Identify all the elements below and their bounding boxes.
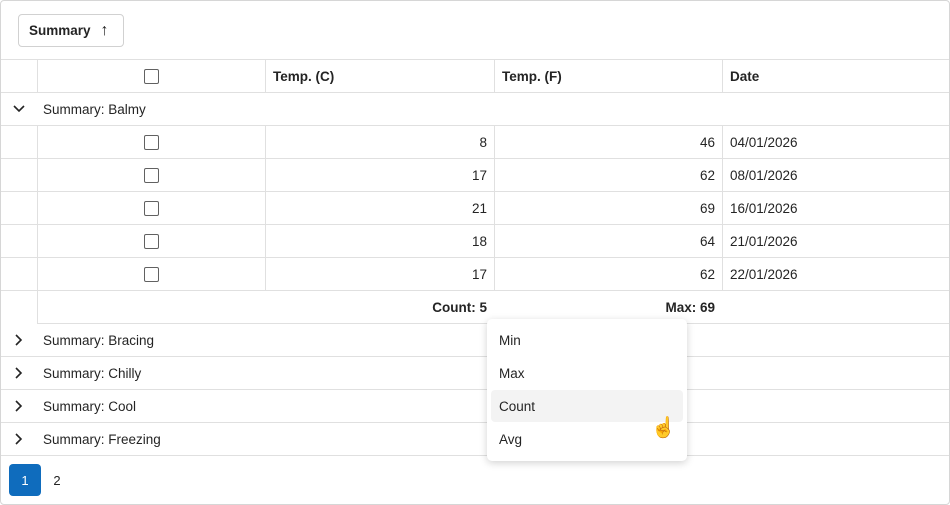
cell-temp-c: 17 [265,258,494,290]
menu-item-avg[interactable]: Avg [499,431,523,447]
chevron-down-icon[interactable] [1,104,37,114]
row-checkbox[interactable] [144,200,159,216]
table-row[interactable]: 17 62 08/01/2026 [1,159,949,192]
header-date[interactable]: Date [722,60,949,92]
select-all-checkbox[interactable] [144,68,159,84]
cell-date: 21/01/2026 [722,225,949,257]
table-row[interactable]: 8 46 04/01/2026 [1,126,949,159]
row-checkbox[interactable] [144,134,159,150]
header-row: Temp. (C) Temp. (F) Date [1,60,949,93]
cell-temp-f: 62 [494,258,722,290]
header-temp-f[interactable]: Temp. (F) [494,60,722,92]
chevron-right-icon[interactable] [1,432,37,446]
table-row[interactable]: 17 62 22/01/2026 [1,258,949,291]
pager: 1 2 [9,464,73,496]
group-chip-label: Summary [29,23,91,38]
page-1-button[interactable]: 1 [9,464,41,496]
group-row[interactable]: Summary: Chilly [1,357,949,390]
group-row[interactable]: Summary: Balmy [1,93,949,126]
menu-item-max[interactable]: Max [499,365,525,381]
group-row[interactable]: Summary: Freezing [1,423,949,456]
chevron-right-icon[interactable] [1,399,37,413]
group-label: Summary: Bracing [43,332,155,348]
row-checkbox[interactable] [144,266,159,282]
group-label: Summary: Cool [43,398,137,414]
cell-date: 22/01/2026 [722,258,949,290]
table-row[interactable]: 21 69 16/01/2026 [1,192,949,225]
cell-temp-f: 64 [494,225,722,257]
menu-item-min[interactable]: Min [499,332,521,348]
cell-temp-f: 69 [494,192,722,224]
group-label: Summary: Chilly [43,365,142,381]
row-checkbox[interactable] [144,167,159,183]
group-row[interactable]: Summary: Cool [1,390,949,423]
chevron-right-icon[interactable] [1,333,37,347]
group-label: Summary: Balmy [43,101,146,117]
group-row[interactable]: Summary: Bracing [1,324,949,357]
cell-temp-c: 21 [265,192,494,224]
cell-date: 08/01/2026 [722,159,949,191]
aggregate-menu: Min Max Count Avg [487,319,687,461]
row-checkbox[interactable] [144,233,159,249]
menu-item-count[interactable]: Count [491,390,683,422]
cell-date: 16/01/2026 [722,192,949,224]
cell-temp-c: 8 [265,126,494,158]
group-panel: Summary ↑ [1,1,949,60]
cell-temp-f: 46 [494,126,722,158]
cell-date: 04/01/2026 [722,126,949,158]
page-2-button[interactable]: 2 [53,472,61,488]
footer-temp-f-aggregate[interactable]: Max: 69 [665,299,715,315]
table-row[interactable]: 18 64 21/01/2026 [1,225,949,258]
cell-temp-c: 18 [265,225,494,257]
header-temp-c[interactable]: Temp. (C) [265,60,494,92]
footer-temp-c-aggregate[interactable]: Count: 5 [432,299,487,315]
cell-temp-c: 17 [265,159,494,191]
arrow-up-icon[interactable]: ↑ [100,21,109,39]
cell-temp-f: 62 [494,159,722,191]
group-label: Summary: Freezing [43,431,161,447]
chevron-right-icon[interactable] [1,366,37,380]
hand-cursor-icon: ☝ [651,417,676,439]
group-chip-summary[interactable]: Summary ↑ [18,14,124,47]
